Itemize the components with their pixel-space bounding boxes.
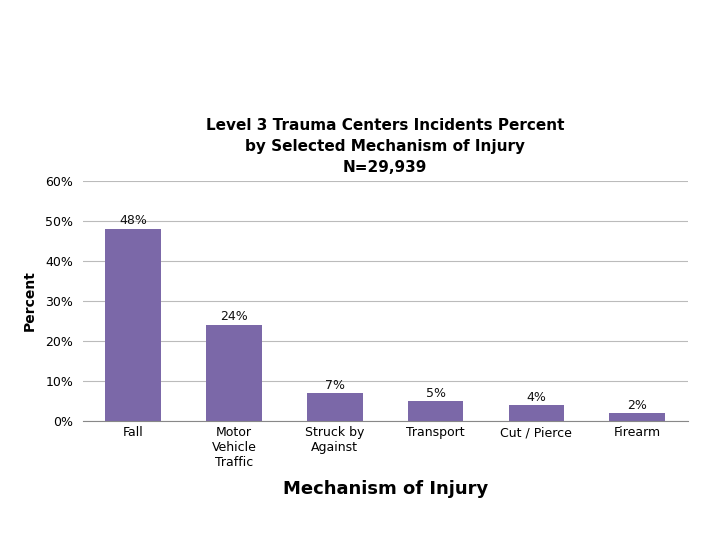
- Text: Selected Mechanism of Injury: Selected Mechanism of Injury: [258, 66, 606, 86]
- Bar: [105, 229, 161, 421]
- Y-axis label: Percent: Percent: [23, 271, 37, 332]
- Bar: [408, 401, 464, 421]
- Text: Level 3 Trauma Centers Incidents Percent
by Selected Mechanism of Injury
N=29,93: Level 3 Trauma Centers Incidents Percent…: [206, 118, 564, 176]
- Bar: [307, 393, 363, 421]
- Text: 48%: 48%: [120, 214, 147, 227]
- X-axis label: Mechanism of Injury: Mechanism of Injury: [282, 480, 488, 498]
- Polygon shape: [28, 10, 109, 87]
- Text: 2%: 2%: [627, 399, 647, 411]
- Bar: [609, 413, 665, 421]
- Text: Texas Level 3 Trauma Centers Incidents by: Texas Level 3 Trauma Centers Incidents b…: [181, 34, 683, 54]
- Text: 4%: 4%: [526, 390, 546, 403]
- Bar: [509, 405, 564, 421]
- Text: 7%: 7%: [325, 379, 345, 392]
- Text: 5%: 5%: [426, 387, 446, 400]
- Bar: [207, 325, 262, 421]
- Text: 24%: 24%: [220, 310, 248, 323]
